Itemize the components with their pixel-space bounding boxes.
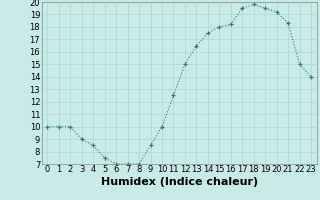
X-axis label: Humidex (Indice chaleur): Humidex (Indice chaleur) [100, 177, 258, 187]
